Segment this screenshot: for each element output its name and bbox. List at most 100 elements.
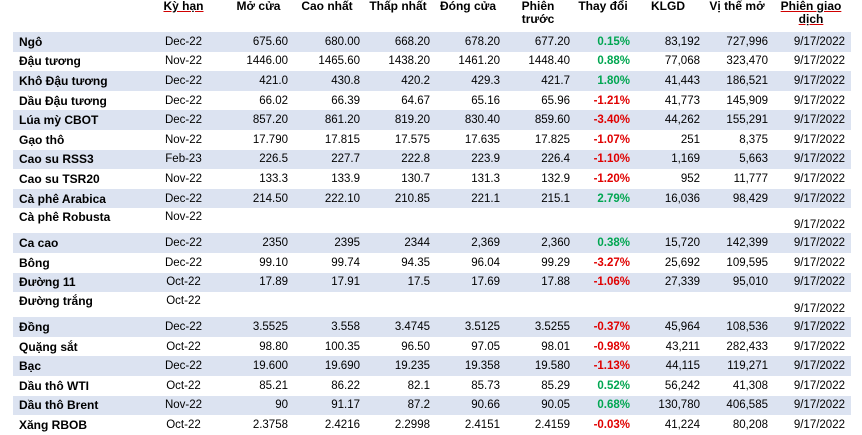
open-cell: 85.21: [259, 379, 288, 392]
high-cell: 17.815: [324, 133, 360, 146]
close-cell: 19.358: [433, 356, 503, 376]
term-cell: Dec-22: [141, 188, 226, 209]
header-volume: KLGD: [651, 0, 685, 13]
prev-cell: 132.9: [541, 172, 570, 185]
open-cell: 226.5: [226, 149, 291, 170]
prev-cell: 19.580: [503, 356, 573, 376]
open-interest-cell: 98,429: [703, 188, 771, 209]
table-row: Ngô Dec-22 675.60 680.00 668.20 678.20 677.20 0…: [13, 32, 851, 52]
term-cell: Dec-22: [164, 94, 203, 107]
prev-cell: 2.4159: [534, 418, 570, 431]
commodity-name: Khô Đậu tương: [13, 71, 141, 91]
header-term: Kỳ hạn: [163, 0, 204, 13]
table-row: Bạc Dec-22 19.600 19.690 19.235 19.358 19.580-…: [13, 356, 851, 376]
table-row: Gạo thô Nov-22 17.790 17.815 17.575 17.635 17.…: [13, 130, 851, 150]
table-row: Cao su RSS3 Feb-23 226.5 227.7 222.8 223.9 226…: [13, 149, 851, 170]
open-interest-cell: 5,663: [703, 149, 771, 170]
high-cell: 99.74: [331, 256, 360, 269]
term-cell: Nov-22: [164, 211, 203, 224]
change-cell: -0.37%: [573, 317, 633, 337]
high-cell: 2.4216: [324, 418, 360, 431]
close-cell: 221.1: [433, 188, 503, 209]
low-cell: 3.4745: [363, 317, 433, 337]
high-cell: 1465.60: [318, 55, 360, 68]
low-cell: 94.35: [401, 256, 430, 269]
open-interest-cell: 142,399: [703, 233, 771, 253]
change-cell: -1.21%: [593, 94, 630, 107]
table-row: Cà phê Arabica Dec-22 214.50 222.10 210.85 22…: [13, 188, 851, 209]
session-date-cell: 9/17/2022: [771, 233, 851, 253]
session-date-cell: 9/17/2022: [793, 172, 845, 185]
session-date-cell: 9/17/2022: [793, 219, 845, 232]
volume-cell: 41,773: [664, 94, 700, 107]
volume-cell: 77,068: [664, 55, 700, 68]
session-date-cell: 9/17/2022: [771, 395, 851, 416]
term-cell: Dec-22: [141, 32, 226, 52]
high-cell: 861.20: [291, 110, 363, 130]
open-interest-cell: 80,208: [732, 418, 768, 431]
open-cell: 2350: [226, 233, 291, 253]
high-cell: 3.558: [291, 317, 363, 337]
table-row: Dầu Đậu tương Dec-22 66.02 66.39 64.67 65.16 6…: [13, 91, 851, 111]
term-cell: Nov-22: [141, 395, 226, 416]
term-cell: Oct-22: [166, 340, 201, 353]
low-cell: [363, 292, 433, 317]
open-cell: 421.0: [226, 71, 291, 91]
high-cell: 133.9: [331, 172, 360, 185]
term-cell: Dec-22: [141, 356, 226, 376]
term-cell: Nov-22: [164, 55, 203, 68]
open-cell: 99.10: [259, 256, 288, 269]
commodity-name: Dầu Đậu tương: [19, 93, 107, 108]
close-cell: 17.69: [433, 272, 503, 293]
term-cell: Oct-22: [166, 295, 201, 308]
low-cell: 420.2: [363, 71, 433, 91]
change-cell: 0.52%: [597, 379, 630, 392]
table-row: Cà phê Robusta Nov-22 9/17/2022: [13, 208, 851, 233]
session-date-cell: 9/17/2022: [771, 356, 851, 376]
open-interest-cell: [703, 292, 771, 317]
close-cell: 97.05: [471, 340, 500, 353]
close-cell: 131.3: [471, 172, 500, 185]
open-cell: 98.80: [259, 340, 288, 353]
session-date-cell: 9/17/2022: [793, 379, 845, 392]
open-interest-cell: 11,777: [733, 172, 768, 185]
high-cell: 2395: [291, 233, 363, 253]
open-interest-cell: 282,433: [726, 340, 768, 353]
term-cell: Oct-22: [141, 272, 226, 293]
close-cell: [433, 208, 503, 233]
close-cell: 3.5125: [433, 317, 503, 337]
open-cell: 19.600: [226, 356, 291, 376]
volume-cell: 251: [680, 133, 700, 146]
commodity-name: Đồng: [13, 317, 141, 337]
open-cell: 1446.00: [246, 55, 288, 68]
change-cell: [573, 292, 633, 317]
open-cell: 17.790: [252, 133, 288, 146]
prev-cell: [503, 208, 573, 233]
open-cell: 17.89: [226, 272, 291, 293]
table-row: Dầu thô Brent Nov-22 90 91.17 87.2 90.66 90.05…: [13, 395, 851, 416]
term-cell: Dec-22: [141, 233, 226, 253]
prev-cell: 90.05: [503, 395, 573, 416]
change-cell: -1.20%: [593, 172, 630, 185]
prev-cell: 677.20: [503, 32, 573, 52]
open-interest-cell: 145,909: [726, 94, 768, 107]
change-cell: -0.03%: [593, 418, 630, 431]
header-open-interest: Vị thế mở: [709, 0, 765, 13]
open-interest-cell: 41,308: [732, 379, 768, 392]
open-cell: [226, 208, 291, 233]
high-cell: 91.17: [291, 395, 363, 416]
low-cell: 668.20: [363, 32, 433, 52]
session-date-cell: 9/17/2022: [771, 272, 851, 293]
change-cell: -3.27%: [593, 256, 630, 269]
open-cell: 857.20: [226, 110, 291, 130]
commodity-name: Ca cao: [13, 233, 141, 253]
volume-cell: 1,169: [633, 149, 703, 170]
prev-cell: 859.60: [503, 110, 573, 130]
table-row: Khô Đậu tương Dec-22 421.0 430.8 420.2 429.3 4…: [13, 71, 851, 91]
prev-cell: 17.88: [503, 272, 573, 293]
table-row: Đường trắng Oct-22 9/17/2022: [13, 292, 851, 317]
volume-cell: 44,262: [633, 110, 703, 130]
commodity-name: Dầu thô Brent: [13, 395, 141, 416]
close-cell: 2,369: [433, 233, 503, 253]
session-date-cell: 9/17/2022: [793, 256, 845, 269]
